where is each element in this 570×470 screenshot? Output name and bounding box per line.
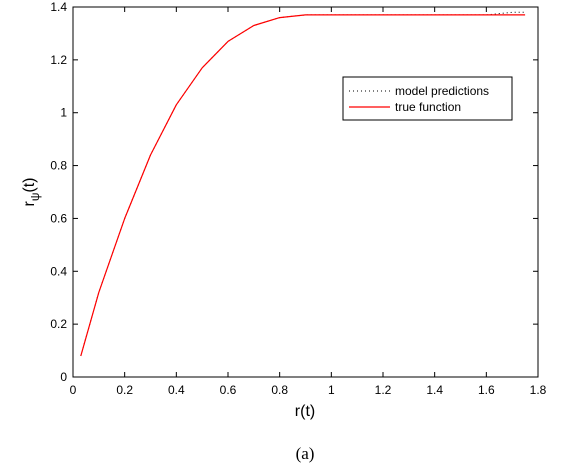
series-line-true-function	[80, 14, 526, 357]
x-tick-label: 1.6	[478, 383, 495, 397]
y-tick-label: 0.4	[50, 264, 67, 278]
y-axis-label-main: r	[21, 201, 38, 207]
y-axis-label-sub: ψ	[28, 193, 42, 202]
y-axis-label-tail: (t)	[21, 178, 38, 193]
legend-box	[342, 76, 513, 121]
y-axis-label: rψ(t)	[21, 178, 42, 207]
x-tick-label: 0	[70, 383, 77, 397]
legend-label-model-predictions: model predictions	[395, 84, 489, 98]
y-tick-label: 0.2	[50, 317, 67, 331]
x-tick-label: 0.4	[168, 383, 185, 397]
y-tick-label: 0	[60, 370, 67, 384]
x-tick-label: 0.6	[220, 383, 237, 397]
x-tick-label: 1.8	[530, 383, 547, 397]
x-tick-label: 1	[328, 383, 335, 397]
series-lines	[80, 11, 526, 357]
plot-area	[72, 6, 539, 378]
legend: model predictions true function	[342, 76, 513, 121]
legend-label-true-function: true function	[395, 100, 461, 114]
x-tick-label: 0.8	[271, 383, 288, 397]
x-tick-label: 0.2	[116, 383, 133, 397]
y-tick-label: 1.4	[50, 0, 67, 14]
figure-caption: (a)	[296, 444, 315, 463]
y-tick-label: 1.2	[50, 53, 67, 67]
x-axis-label: r(t)	[295, 403, 315, 420]
y-tick-label: 0.8	[50, 159, 67, 173]
axis-ticks: 0 0.2 0.4 0.6 0.8 1 1.2 1.4 1.6 1.8 0 0.2 0.4 0.6 0.8 1…	[50, 0, 546, 397]
y-tick-label: 0.6	[50, 211, 67, 225]
x-tick-label: 1.2	[375, 383, 392, 397]
y-tick-label: 1	[60, 106, 67, 120]
x-tick-label: 1.4	[426, 383, 443, 397]
